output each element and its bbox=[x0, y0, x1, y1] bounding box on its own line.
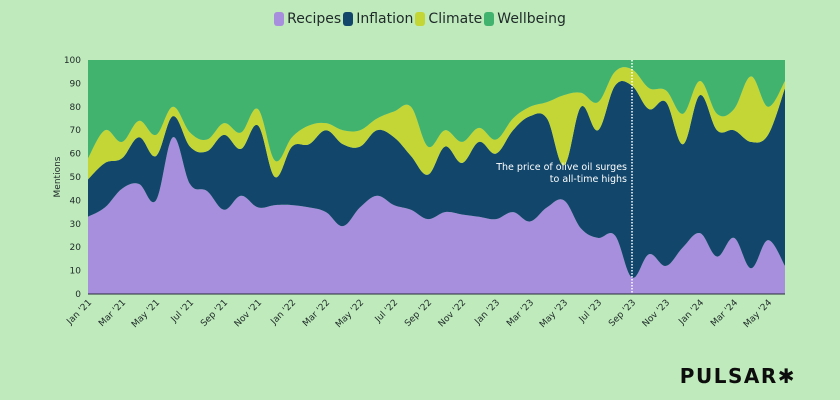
y-tick-label: 70 bbox=[70, 126, 82, 136]
legend-swatch-climate bbox=[415, 12, 426, 26]
area-inflation bbox=[88, 81, 785, 278]
x-tick-label: Jul '23 bbox=[577, 298, 604, 325]
x-tick-label: May '24 bbox=[742, 298, 774, 330]
legend-label-inflation: Inflation bbox=[356, 11, 414, 27]
area-climate bbox=[88, 67, 785, 180]
area-recipes bbox=[88, 137, 785, 294]
brand-logo: PULSAR✱ bbox=[680, 364, 796, 388]
x-tick-label: Jan '23 bbox=[473, 298, 502, 327]
legend-swatch-wellbeing bbox=[484, 12, 495, 26]
x-tick-label: Mar '21 bbox=[97, 298, 128, 329]
y-tick-label: 30 bbox=[70, 220, 82, 230]
area-wellbeing bbox=[88, 60, 785, 162]
x-tick-label: Sep '22 bbox=[403, 298, 434, 329]
legend-label-climate: Climate bbox=[428, 11, 483, 27]
x-tick-label: Jul '22 bbox=[373, 298, 400, 325]
x-tick-label: Jan '21 bbox=[65, 298, 94, 327]
chart-legend: Recipes Inflation Climate Wellbeing bbox=[0, 11, 840, 27]
x-tick-label: Mar '23 bbox=[505, 298, 536, 329]
y-tick-label: 80 bbox=[70, 103, 82, 113]
y-tick-label: 90 bbox=[70, 79, 82, 89]
legend-label-recipes: Recipes bbox=[287, 11, 342, 27]
x-tick-label: Nov '21 bbox=[233, 298, 264, 329]
annotation-text: to all-time highs bbox=[550, 174, 627, 185]
x-tick-label: May '21 bbox=[130, 298, 162, 330]
y-tick-label: 60 bbox=[70, 150, 82, 160]
x-tick-label: Sep '21 bbox=[199, 298, 230, 329]
x-tick-label: May '22 bbox=[334, 298, 366, 330]
legend-item-climate[interactable]: Climate bbox=[415, 11, 482, 27]
y-tick-label: 40 bbox=[70, 196, 82, 206]
legend-label-wellbeing: Wellbeing bbox=[497, 11, 566, 27]
y-axis: 0 10 20 30 40 50 60 70 80 90 100 bbox=[64, 56, 81, 300]
x-axis: Jan '21 Mar '21 May '21 Jul '21 Sep '21 Nov '… bbox=[65, 293, 785, 330]
x-tick-label: Nov '22 bbox=[437, 298, 468, 329]
x-tick-label: Mar '22 bbox=[301, 298, 332, 329]
x-tick-label: Jul '21 bbox=[169, 298, 196, 325]
x-tick-label: Jan '22 bbox=[269, 298, 298, 327]
legend-swatch-recipes bbox=[274, 12, 285, 26]
area-layer bbox=[88, 60, 785, 294]
x-tick-label: Sep '23 bbox=[607, 298, 638, 329]
y-tick-label: 20 bbox=[70, 243, 82, 253]
asterisk-icon: ✱ bbox=[777, 364, 796, 388]
x-tick-label: Jan '24 bbox=[677, 298, 707, 328]
brand-name: PULSAR bbox=[679, 364, 778, 388]
y-tick-label: 0 bbox=[75, 290, 81, 300]
x-tick-label: Mar '24 bbox=[709, 298, 740, 329]
x-tick-label: May '23 bbox=[538, 298, 570, 330]
y-tick-label: 50 bbox=[70, 173, 82, 183]
x-tick-label: Nov '23 bbox=[641, 298, 672, 329]
legend-item-inflation[interactable]: Inflation bbox=[343, 11, 413, 27]
annotation-text: The price of olive oil surges bbox=[495, 162, 627, 173]
legend-swatch-inflation bbox=[343, 12, 354, 26]
y-tick-label: 100 bbox=[64, 56, 81, 66]
y-axis-title: Mentions bbox=[53, 156, 63, 197]
y-tick-label: 10 bbox=[70, 267, 82, 277]
legend-item-recipes[interactable]: Recipes bbox=[274, 11, 341, 27]
legend-item-wellbeing[interactable]: Wellbeing bbox=[484, 11, 566, 27]
